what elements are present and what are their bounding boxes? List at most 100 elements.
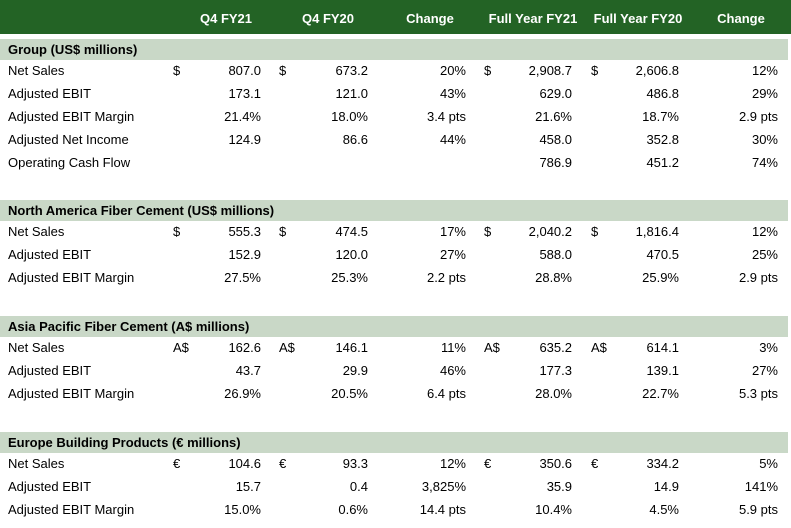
cell-value-fychg: 30% [751, 132, 778, 147]
cell-value-q4fy20: 146.1 [335, 340, 368, 355]
cell-value-fy21: 635.2 [539, 340, 572, 355]
currency-symbol: $ [173, 224, 181, 239]
currency-symbol: $ [484, 63, 492, 78]
cell-value-chg: 43% [439, 86, 466, 101]
cell-value-fy20: 352.8 [646, 132, 679, 147]
cell-value-fy21: 350.6 [539, 456, 572, 471]
row-label: Adjusted EBIT Margin [8, 109, 135, 124]
currency-symbol: $ [173, 63, 181, 78]
currency-symbol: A$ [484, 340, 500, 355]
cell-value-q4fy20: 0.4 [349, 479, 368, 494]
table-row: Adjusted EBIT Margin 26.9% 20.5% 6.4 pts 28.… [0, 384, 791, 404]
cell-value-fy20: 25.9% [642, 270, 679, 285]
table-row: Adjusted EBIT Margin 15.0% 0.6% 14.4 pts 10.… [0, 500, 791, 520]
currency-symbol: $ [591, 224, 599, 239]
currency-symbol: € [279, 456, 287, 471]
cell-value-fychg: 2.9 pts [738, 270, 778, 285]
cell-value-q4fy21: 173.1 [228, 86, 261, 101]
currency-symbol: $ [484, 224, 492, 239]
cell-value-q4fy21: 124.9 [228, 132, 261, 147]
cell-value-fy20: 4.5% [649, 502, 679, 517]
table-row: Adjusted EBIT Margin 27.5% 25.3% 2.2 pts 28.… [0, 268, 791, 288]
row-label: Adjusted EBIT Margin [8, 502, 135, 517]
cell-value-fy21: 28.8% [535, 270, 572, 285]
cell-value-q4fy20: 474.5 [335, 224, 368, 239]
row-label: Adjusted EBIT Margin [8, 386, 135, 401]
cell-value-fy21: 10.4% [535, 502, 572, 517]
cell-value-chg: 44% [439, 132, 466, 147]
table-row: Adjusted EBIT Margin 21.4% 18.0% 3.4 pts 21.… [0, 107, 791, 127]
cell-value-fychg: 74% [751, 155, 778, 170]
cell-value-q4fy20: 673.2 [335, 63, 368, 78]
cell-value-fy20: 451.2 [646, 155, 679, 170]
row-label: Net Sales [8, 63, 65, 78]
section-header: Asia Pacific Fiber Cement (A$ millions) [0, 316, 788, 337]
table-row: Net Sales A$ 162.6 A$ 146.1 11% A$ 635.2 A$ 614.1… [0, 338, 791, 358]
cell-value-fy20: 486.8 [646, 86, 679, 101]
section-title: Europe Building Products (€ millions) [8, 435, 241, 450]
cell-value-fy21: 2,908.7 [528, 63, 572, 78]
cell-value-fy20: 614.1 [646, 340, 679, 355]
cell-value-q4fy21: 555.3 [228, 224, 261, 239]
cell-value-q4fy20: 20.5% [331, 386, 368, 401]
cell-value-fychg: 3% [759, 340, 778, 355]
cell-value-chg: 12% [439, 456, 466, 471]
section-title: Group (US$ millions) [8, 42, 138, 57]
cell-value-chg: 3.4 pts [426, 109, 466, 124]
column-header-bar: Q4 FY21 Q4 FY20 Change Full Year FY21 Fu… [0, 0, 791, 34]
cell-value-fychg: 12% [751, 63, 778, 78]
cell-value-fychg: 27% [751, 363, 778, 378]
cell-value-q4fy20: 121.0 [335, 86, 368, 101]
column-header-full-year-change: Change [717, 11, 765, 26]
cell-value-fy21: 177.3 [539, 363, 572, 378]
column-header-q4-fy20: Q4 FY20 [301, 11, 355, 26]
cell-value-fy20: 2,606.8 [635, 63, 679, 78]
cell-value-q4fy20: 120.0 [335, 247, 368, 262]
cell-value-chg: 6.4 pts [426, 386, 466, 401]
currency-symbol: € [591, 456, 599, 471]
cell-value-fy20: 22.7% [642, 386, 679, 401]
cell-value-fy20: 1,816.4 [635, 224, 679, 239]
cell-value-fy21: 786.9 [539, 155, 572, 170]
section-title: Asia Pacific Fiber Cement (A$ millions) [8, 319, 250, 334]
cell-value-fychg: 2.9 pts [738, 109, 778, 124]
table-row: Adjusted EBIT 173.1 121.0 43% 629.0 486.8 29% [0, 84, 791, 104]
cell-value-q4fy21: 15.0% [224, 502, 261, 517]
cell-value-fy20: 470.5 [646, 247, 679, 262]
cell-value-fy21: 35.9 [546, 479, 572, 494]
cell-value-fy20: 14.9 [653, 479, 679, 494]
cell-value-q4fy20: 18.0% [331, 109, 368, 124]
currency-symbol: $ [591, 63, 599, 78]
cell-value-chg: 17% [439, 224, 466, 239]
row-label: Adjusted EBIT [8, 86, 92, 101]
currency-symbol: A$ [591, 340, 607, 355]
column-header-full-year-fy20: Full Year FY20 [593, 11, 683, 26]
currency-symbol: $ [279, 224, 287, 239]
cell-value-fy21: 629.0 [539, 86, 572, 101]
row-label: Net Sales [8, 456, 65, 471]
cell-value-fychg: 141% [744, 479, 778, 494]
row-label: Adjusted Net Income [8, 132, 129, 147]
cell-value-chg: 3,825% [421, 479, 466, 494]
cell-value-q4fy20: 25.3% [331, 270, 368, 285]
cell-value-q4fy20: 29.9 [342, 363, 368, 378]
cell-value-fychg: 5% [759, 456, 778, 471]
currency-symbol: € [484, 456, 492, 471]
table-row: Operating Cash Flow 786.9 451.2 74% [0, 153, 791, 173]
cell-value-fychg: 25% [751, 247, 778, 262]
cell-value-fy20: 18.7% [642, 109, 679, 124]
cell-value-q4fy21: 21.4% [224, 109, 261, 124]
cell-value-chg: 27% [439, 247, 466, 262]
cell-value-fy20: 139.1 [646, 363, 679, 378]
table-row: Adjusted EBIT 152.9 120.0 27% 588.0 470.5 25% [0, 245, 791, 265]
cell-value-q4fy20: 86.6 [342, 132, 368, 147]
table-row: Net Sales €104.6 €93.3 12% €350.6 €334.2 5% [0, 454, 791, 474]
row-label: Operating Cash Flow [8, 155, 131, 170]
section-title: North America Fiber Cement (US$ millions… [8, 203, 275, 218]
cell-value-q4fy20: 93.3 [342, 456, 368, 471]
cell-value-fychg: 5.9 pts [738, 502, 778, 517]
cell-value-q4fy21: 152.9 [228, 247, 261, 262]
cell-value-fychg: 29% [751, 86, 778, 101]
cell-value-fy20: 334.2 [646, 456, 679, 471]
section-header: Europe Building Products (€ millions) [0, 432, 788, 453]
